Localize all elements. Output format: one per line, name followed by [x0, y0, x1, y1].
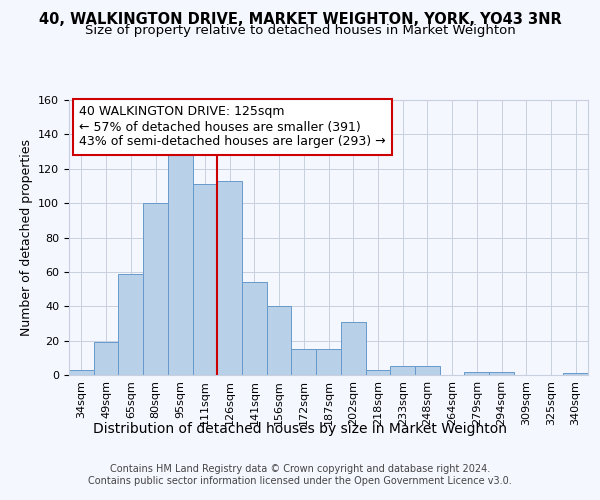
- Bar: [292, 349, 316, 375]
- Bar: [118, 274, 143, 375]
- Bar: [415, 366, 440, 375]
- Bar: [365, 370, 390, 375]
- Bar: [168, 146, 193, 375]
- Bar: [316, 349, 341, 375]
- Bar: [69, 370, 94, 375]
- Text: 40 WALKINGTON DRIVE: 125sqm
← 57% of detached houses are smaller (391)
43% of se: 40 WALKINGTON DRIVE: 125sqm ← 57% of det…: [79, 106, 386, 148]
- Text: Contains public sector information licensed under the Open Government Licence v3: Contains public sector information licen…: [88, 476, 512, 486]
- Text: 40, WALKINGTON DRIVE, MARKET WEIGHTON, YORK, YO43 3NR: 40, WALKINGTON DRIVE, MARKET WEIGHTON, Y…: [38, 12, 562, 28]
- Bar: [94, 342, 118, 375]
- Bar: [143, 203, 168, 375]
- Bar: [217, 181, 242, 375]
- Text: Size of property relative to detached houses in Market Weighton: Size of property relative to detached ho…: [85, 24, 515, 37]
- Bar: [341, 322, 365, 375]
- Bar: [489, 372, 514, 375]
- Text: Distribution of detached houses by size in Market Weighton: Distribution of detached houses by size …: [93, 422, 507, 436]
- Bar: [242, 282, 267, 375]
- Bar: [267, 306, 292, 375]
- Bar: [390, 366, 415, 375]
- Bar: [193, 184, 217, 375]
- Text: Contains HM Land Registry data © Crown copyright and database right 2024.: Contains HM Land Registry data © Crown c…: [110, 464, 490, 474]
- Bar: [563, 374, 588, 375]
- Y-axis label: Number of detached properties: Number of detached properties: [20, 139, 32, 336]
- Bar: [464, 372, 489, 375]
